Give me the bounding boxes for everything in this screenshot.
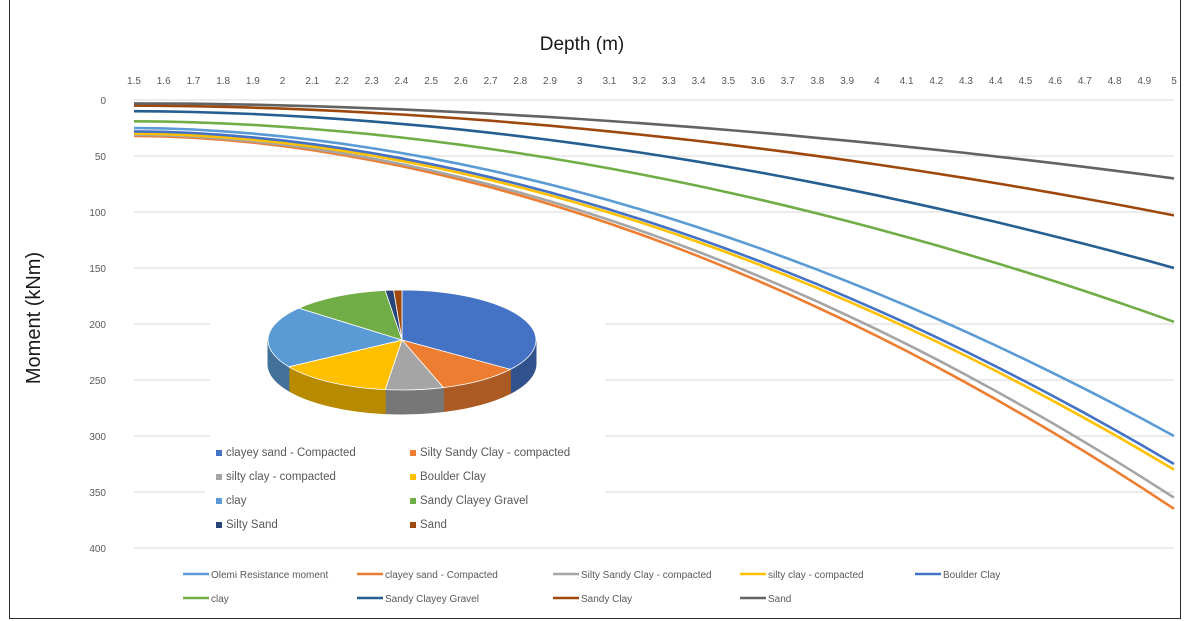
legend-label: Sand	[768, 594, 791, 605]
x-tick-label: 5	[1171, 76, 1177, 87]
legend-label: clay	[211, 594, 229, 605]
y-tick-label: 200	[89, 320, 106, 331]
series-line	[133, 120, 1175, 324]
pie-legend-label: Silty Sand	[226, 519, 278, 531]
x-tick-label: 3.4	[692, 76, 706, 87]
pie-slice	[297, 289, 403, 341]
pie-legend-label: clayey sand - Compacted	[226, 447, 356, 459]
pie-legend-swatch	[410, 474, 416, 480]
series-line	[133, 130, 1175, 466]
x-tick-label: 4.2	[929, 76, 943, 87]
series-line	[133, 133, 1175, 499]
y-tick-label: 400	[89, 544, 106, 555]
x-tick-label: 3.5	[721, 76, 735, 87]
x-tick-label: 4.4	[989, 76, 1003, 87]
series-line	[133, 102, 1175, 180]
x-tick-label: 4.7	[1078, 76, 1092, 87]
x-tick-label: 2.7	[484, 76, 498, 87]
legend-label: Silty Sandy Clay - compacted	[581, 570, 712, 581]
pie-legend-label: silty clay - compacted	[226, 471, 336, 483]
x-tick-label: 1.6	[157, 76, 171, 87]
x-tick-label: 4	[874, 76, 880, 87]
x-tick-label: 3.3	[662, 76, 676, 87]
x-tick-label: 2	[280, 76, 286, 87]
y-tick-label: 150	[89, 264, 106, 275]
series-line	[133, 104, 1175, 217]
legend-label: Boulder Clay	[943, 570, 1000, 581]
y-tick-label: 100	[89, 208, 106, 219]
pie-slice	[267, 307, 404, 368]
pie-slice	[287, 339, 403, 391]
pie-legend-backdrop	[205, 443, 605, 543]
pie-legend-label: clay	[226, 495, 247, 507]
x-tick-label: 4.6	[1048, 76, 1062, 87]
y-tick-label: 350	[89, 488, 106, 499]
pie-slice-side	[384, 386, 444, 415]
x-tick-label: 2.4	[394, 76, 408, 87]
x-tick-label: 1.8	[216, 76, 230, 87]
x-tick-label: 2.3	[365, 76, 379, 87]
pie-legend-label: Boulder Clay	[420, 471, 486, 483]
x-tick-label: 3.9	[840, 76, 854, 87]
x-tick-label: 2.6	[454, 76, 468, 87]
x-tick-label: 4.8	[1108, 76, 1122, 87]
x-tick-label: 2.2	[335, 76, 349, 87]
pie-legend-label: Silty Sandy Clay - compacted	[420, 447, 570, 459]
x-tick-label: 3.2	[632, 76, 646, 87]
y-tick-label: 300	[89, 432, 106, 443]
pie-legend-label: Sand	[420, 519, 447, 531]
y-tick-label: 0	[100, 96, 106, 107]
legend-label: Olemi Resistance moment	[211, 570, 328, 581]
pie-legend-swatch	[216, 450, 222, 456]
series-line	[133, 109, 1175, 270]
x-tick-label: 4.5	[1018, 76, 1032, 87]
series-line	[133, 132, 1175, 471]
series-line	[133, 126, 1175, 438]
chart-title: Depth (m)	[540, 34, 624, 55]
pie-legend-swatch	[216, 498, 222, 504]
pie-legend-swatch	[216, 522, 222, 528]
x-tick-label: 2.9	[543, 76, 557, 87]
x-tick-label: 4.3	[959, 76, 973, 87]
x-tick-label: 4.1	[900, 76, 914, 87]
pie-legend-label: Sandy Clayey Gravel	[420, 495, 528, 507]
legend-label: Sandy Clay	[581, 594, 632, 605]
x-tick-label: 2.1	[305, 76, 319, 87]
pie-legend-swatch	[216, 474, 222, 480]
x-tick-label: 1.7	[186, 76, 200, 87]
pie-legend-swatch	[410, 522, 416, 528]
x-tick-label: 3.8	[810, 76, 824, 87]
pie-slice	[400, 339, 512, 388]
y-tick-label: 250	[89, 376, 106, 387]
x-tick-label: 1.5	[127, 76, 141, 87]
legend-label: silty clay - compacted	[768, 570, 864, 581]
x-tick-label: 2.8	[513, 76, 527, 87]
y-axis-label: Moment (kNm)	[23, 252, 45, 384]
legend-label: Sandy Clayey Gravel	[385, 594, 479, 605]
x-tick-label: 3.6	[751, 76, 765, 87]
pie-slice	[393, 289, 403, 341]
y-tick-label: 50	[95, 152, 107, 163]
x-tick-label: 4.9	[1137, 76, 1151, 87]
x-tick-label: 3	[577, 76, 583, 87]
x-tick-label: 1.9	[246, 76, 260, 87]
chart-frame	[9, 0, 1181, 619]
pie-slice	[401, 289, 537, 370]
x-tick-label: 2.5	[424, 76, 438, 87]
legend-label: clayey sand - Compacted	[385, 570, 498, 581]
pie-legend-swatch	[410, 498, 416, 504]
series-line	[133, 134, 1175, 510]
x-tick-label: 3.1	[602, 76, 616, 87]
pie-legend-swatch	[410, 450, 416, 456]
x-tick-label: 3.7	[781, 76, 795, 87]
